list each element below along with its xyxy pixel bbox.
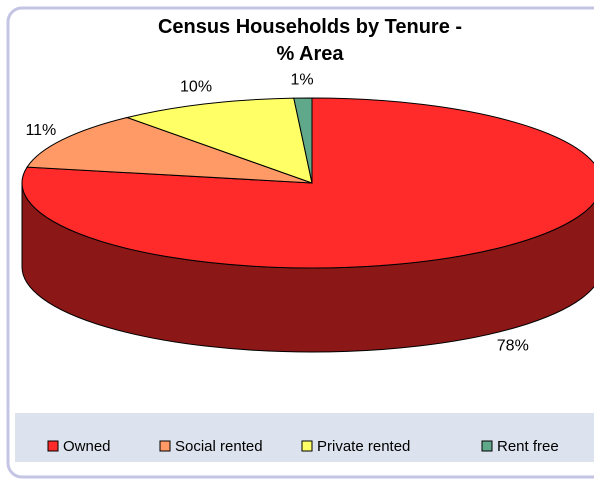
data-label: 11% bbox=[25, 122, 56, 139]
legend-swatch bbox=[47, 440, 59, 452]
pie-slice bbox=[26, 116, 313, 184]
data-label: 1% bbox=[291, 71, 314, 88]
legend-label: Private rented bbox=[317, 438, 410, 455]
legend-label: Rent free bbox=[497, 438, 559, 455]
legend-swatch bbox=[159, 440, 171, 452]
legend-label: Owned bbox=[63, 438, 111, 455]
data-label: 10% bbox=[180, 78, 212, 95]
pie-slice bbox=[125, 97, 313, 184]
chart-title: Census Households by Tenure - % Area bbox=[157, 16, 463, 65]
legend-band bbox=[15, 413, 594, 462]
legend-label: Social rented bbox=[175, 438, 263, 455]
legend-swatch bbox=[301, 440, 313, 452]
legend-swatch bbox=[481, 440, 493, 452]
data-label: 78% bbox=[497, 338, 529, 355]
pie-slice bbox=[293, 97, 313, 184]
